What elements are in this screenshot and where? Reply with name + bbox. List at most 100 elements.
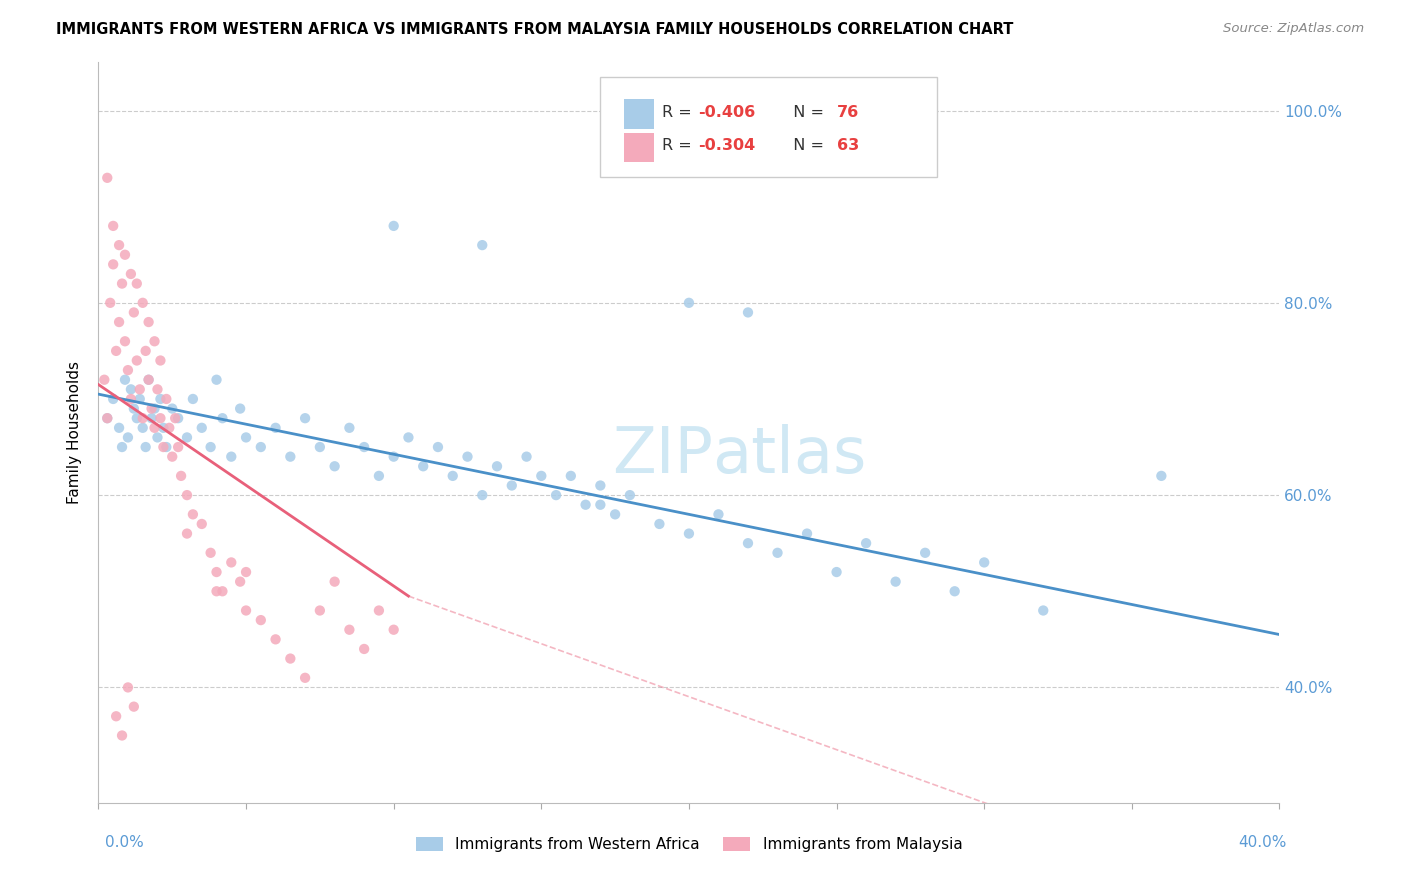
Point <box>427 440 450 454</box>
Point <box>176 430 198 444</box>
Point <box>122 401 145 416</box>
Point <box>264 421 287 435</box>
Point <box>441 469 464 483</box>
Point <box>412 459 434 474</box>
Point <box>546 488 568 502</box>
Point <box>235 603 257 617</box>
Point <box>143 334 166 349</box>
Point <box>143 421 166 435</box>
Point <box>605 508 627 522</box>
Point <box>103 392 125 406</box>
Point <box>575 498 598 512</box>
Point <box>96 170 118 185</box>
Point <box>229 401 252 416</box>
Y-axis label: Family Households: Family Households <box>67 361 83 504</box>
Point <box>149 411 172 425</box>
Point <box>211 411 233 425</box>
Point <box>280 450 302 464</box>
Point <box>117 363 139 377</box>
Point <box>264 632 287 647</box>
Point <box>1032 603 1054 617</box>
Point <box>167 411 190 425</box>
Point <box>96 411 118 425</box>
Point <box>120 382 142 396</box>
Point <box>157 421 180 435</box>
Point <box>943 584 966 599</box>
Point <box>353 642 375 657</box>
Point <box>796 526 818 541</box>
Text: Source: ZipAtlas.com: Source: ZipAtlas.com <box>1223 22 1364 36</box>
Text: R =: R = <box>662 138 696 153</box>
Text: ZIP: ZIP <box>612 424 713 486</box>
Point <box>294 671 316 685</box>
Point <box>114 248 136 262</box>
Point <box>229 574 252 589</box>
Point <box>678 526 700 541</box>
Point <box>181 392 204 406</box>
Point <box>122 699 145 714</box>
Point <box>973 556 995 570</box>
Point <box>155 440 177 454</box>
Point <box>884 574 907 589</box>
Point <box>138 373 160 387</box>
Point <box>339 623 361 637</box>
Point <box>589 478 612 492</box>
Point <box>235 430 257 444</box>
Point <box>707 508 730 522</box>
Point <box>135 343 157 358</box>
Point <box>120 267 142 281</box>
Point <box>516 450 538 464</box>
Point <box>138 315 160 329</box>
Point <box>167 440 190 454</box>
Point <box>108 315 131 329</box>
Point <box>648 516 671 531</box>
Point <box>108 421 131 435</box>
Point <box>176 488 198 502</box>
Point <box>855 536 877 550</box>
Point <box>152 440 174 454</box>
Point <box>235 565 257 579</box>
Point <box>486 459 509 474</box>
Point <box>146 430 169 444</box>
FancyBboxPatch shape <box>600 78 936 178</box>
Legend: Immigrants from Western Africa, Immigrants from Malaysia: Immigrants from Western Africa, Immigran… <box>409 830 969 858</box>
Point <box>323 459 346 474</box>
Point <box>501 478 523 492</box>
Point <box>111 440 134 454</box>
Point <box>323 574 346 589</box>
Point <box>250 613 273 627</box>
Point <box>117 430 139 444</box>
Point <box>181 508 204 522</box>
Text: 63: 63 <box>837 138 859 153</box>
Point <box>309 440 332 454</box>
Point <box>128 382 150 396</box>
Point <box>221 450 243 464</box>
Point <box>162 450 183 464</box>
Point <box>105 343 128 358</box>
Point <box>737 536 759 550</box>
Point <box>471 238 494 252</box>
Point <box>125 411 148 425</box>
FancyBboxPatch shape <box>624 133 654 162</box>
Text: 40.0%: 40.0% <box>1239 836 1286 850</box>
Point <box>766 546 789 560</box>
Point <box>368 469 391 483</box>
Point <box>737 305 759 319</box>
Point <box>96 411 118 425</box>
Point <box>619 488 641 502</box>
Point <box>211 584 233 599</box>
Point <box>125 353 148 368</box>
Point <box>132 295 155 310</box>
Point <box>103 219 125 233</box>
Point <box>114 373 136 387</box>
Point <box>191 516 214 531</box>
Text: 0.0%: 0.0% <box>105 836 145 850</box>
Point <box>382 623 405 637</box>
Text: IMMIGRANTS FROM WESTERN AFRICA VS IMMIGRANTS FROM MALAYSIA FAMILY HOUSEHOLDS COR: IMMIGRANTS FROM WESTERN AFRICA VS IMMIGR… <box>56 22 1014 37</box>
Point <box>165 411 187 425</box>
Point <box>382 450 405 464</box>
Point <box>105 709 128 723</box>
Point <box>368 603 391 617</box>
Text: 76: 76 <box>837 104 859 120</box>
Point <box>176 526 198 541</box>
